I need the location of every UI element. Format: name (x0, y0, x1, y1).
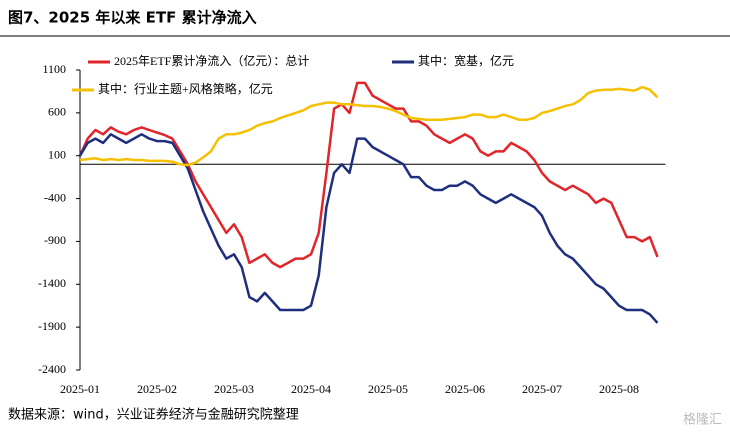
legend-label: 其中：行业主题+风格策略，亿元 (98, 81, 273, 96)
legend-label: 2025年ETF累计净流入（亿元）：总计 (114, 53, 309, 68)
x-tick-label: 2025-06 (445, 382, 485, 396)
x-tick-label: 2025-08 (599, 382, 639, 396)
chart-title: 图7、2025 年以来 ETF 累计净流入 (8, 9, 257, 27)
source-note: 数据来源：wind，兴业证券经济与金融研究院整理 (8, 407, 299, 423)
y-tick-label: -900 (44, 233, 66, 247)
x-tick-label: 2025-02 (137, 382, 177, 396)
y-tick-label: 600 (48, 105, 66, 119)
watermark: 格隆汇 (683, 412, 722, 428)
x-tick-label: 2025-03 (214, 382, 254, 396)
y-tick-label: -400 (44, 190, 66, 204)
y-tick-label: -2400 (38, 362, 66, 376)
x-tick-label: 2025-07 (522, 382, 562, 396)
y-tick-label: 1100 (42, 62, 66, 76)
x-tick-label: 2025-04 (291, 382, 331, 396)
series-line (78, 81, 659, 269)
x-tick-label: 2025-01 (60, 382, 100, 396)
legend-label: 其中：宽基，亿元 (418, 53, 514, 68)
y-tick-label: -1400 (38, 276, 66, 290)
series-line (78, 133, 659, 324)
y-tick-label: 100 (48, 147, 66, 161)
series-line (79, 85, 659, 167)
y-tick-label: -1900 (38, 319, 66, 333)
x-tick-label: 2025-05 (368, 382, 408, 396)
